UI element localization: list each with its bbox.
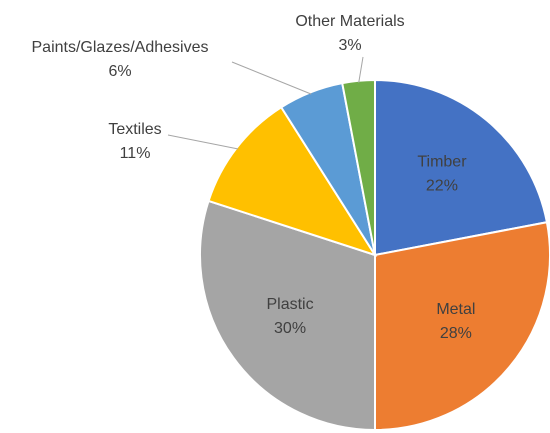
slice-value: 28% [440,325,472,342]
leader-line [231,61,312,95]
slice-label: Plastic [266,296,313,313]
pie-slice [207,105,378,257]
slice-label: Timber [417,153,467,170]
slice-label: Textiles [108,121,161,138]
slice-value: 3% [338,37,361,54]
slice-value: 11% [120,145,151,162]
slice-label: Metal [436,301,475,318]
slice-value: 6% [108,63,131,80]
pie-slice [374,78,549,257]
leader-line [167,134,239,150]
pie-slice [199,199,376,432]
slice-label: Other Materials [295,13,404,30]
pie-slice [341,78,376,256]
slice-value: 22% [426,177,458,194]
leader-line [358,56,364,83]
slice-label: Paints/Glazes/Adhesives [32,39,209,56]
slice-value: 30% [274,320,306,337]
